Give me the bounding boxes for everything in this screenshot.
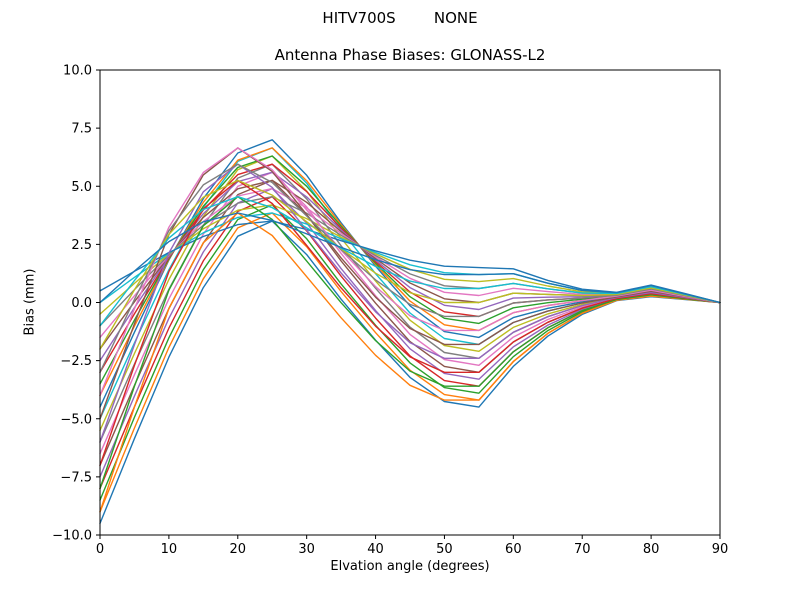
x-tick-label: 10 <box>161 542 178 557</box>
series-line <box>99 163 721 373</box>
x-tick-label: 60 <box>505 542 522 557</box>
x-tick-label: 80 <box>643 542 660 557</box>
series-line <box>99 204 721 501</box>
series-line <box>99 212 721 304</box>
y-tick-label: −2.5 <box>60 354 92 369</box>
series-line <box>99 147 721 420</box>
figure-suptitle: HITV700S NONE <box>322 9 478 27</box>
y-tick-label: 10.0 <box>63 64 92 79</box>
y-tick-label: −10.0 <box>52 529 92 544</box>
series-line <box>99 171 721 362</box>
series-line <box>99 163 721 443</box>
x-tick-label: 40 <box>367 542 384 557</box>
x-axis-label: Elvation angle (degrees) <box>330 559 490 574</box>
y-tick-label: −5.0 <box>60 412 92 427</box>
y-axis-label: Bias (mm) <box>22 268 38 336</box>
series-line <box>99 163 721 443</box>
x-tick-label: 0 <box>96 542 104 557</box>
series-line <box>99 179 721 350</box>
x-tick-label: 90 <box>712 542 729 557</box>
x-tick-label: 50 <box>436 542 453 557</box>
series-line <box>99 195 721 490</box>
y-tick-label: 7.5 <box>71 122 92 137</box>
axes-title: Antenna Phase Biases: GLONASS-L2 <box>274 46 546 64</box>
y-tick-label: 5.0 <box>71 180 92 195</box>
y-tick-label: −7.5 <box>60 470 92 485</box>
x-tick-label: 30 <box>298 542 315 557</box>
y-tick-label: 2.5 <box>71 238 92 253</box>
series-line <box>99 195 721 327</box>
series-line <box>99 220 721 525</box>
x-tick-label: 20 <box>230 542 247 557</box>
y-tick-label: 0.0 <box>71 296 92 311</box>
plot-border <box>99 69 721 536</box>
x-tick-label: 70 <box>574 542 591 557</box>
